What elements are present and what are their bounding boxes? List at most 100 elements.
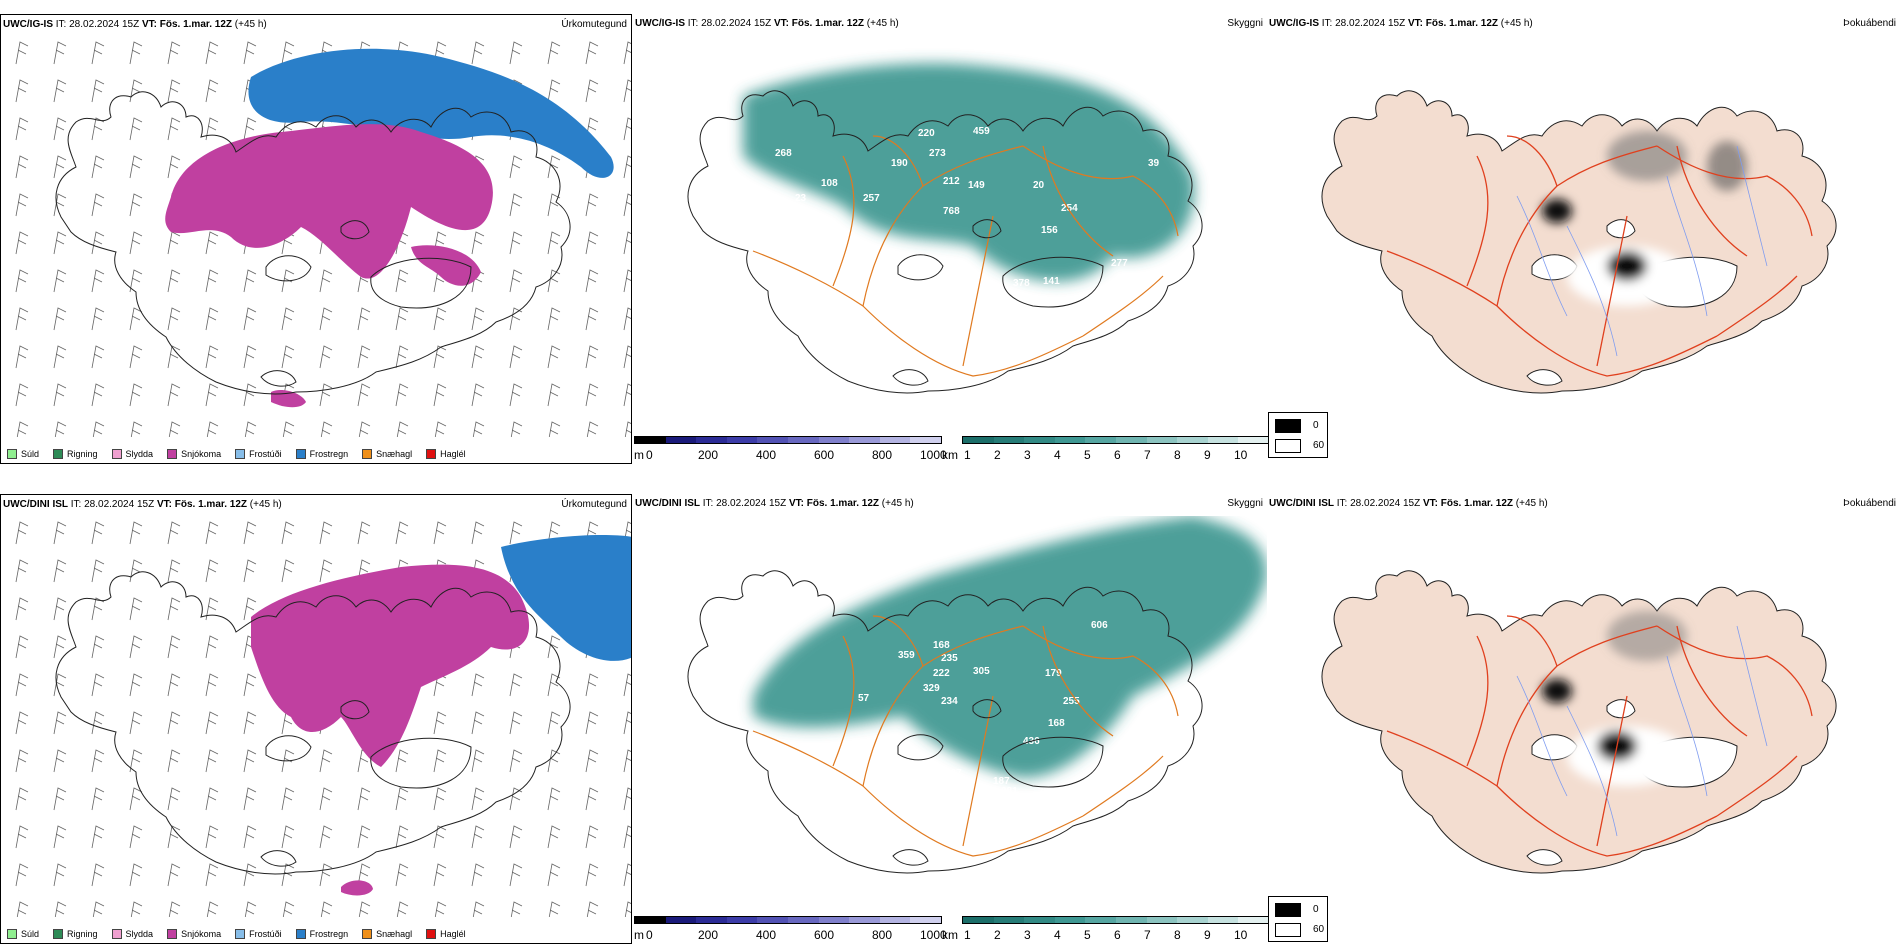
wind-barb: [53, 117, 67, 141]
wind-barb: [547, 269, 561, 293]
wind-barb: [281, 787, 295, 811]
wind-barb: [243, 863, 257, 887]
wind-barb: [396, 901, 409, 917]
wind-barb: [433, 307, 447, 331]
fog-patch: [1707, 141, 1747, 191]
fog-legend-top: 0 60: [1268, 412, 1328, 458]
visibility-value-label: 212: [943, 176, 960, 187]
panel-header: UWC/IG-IS IT: 28.02.2024 15Z VT: Fös. 1.…: [1269, 18, 1533, 29]
glacier-outline: [1526, 849, 1563, 866]
wind-barb: [547, 521, 561, 545]
visibility-value-label: 12: [885, 403, 897, 414]
fog-patch: [1542, 679, 1572, 703]
fog-patch: [1607, 611, 1687, 661]
wind-barb: [509, 673, 523, 697]
glacier-outline: [1606, 699, 1636, 719]
wind-barb: [91, 597, 105, 621]
wind-barb: [319, 825, 333, 849]
wind-barb: [91, 155, 105, 179]
wind-barb: [623, 117, 631, 141]
fog-patch: [1542, 199, 1572, 223]
fog-map: [1321, 570, 1837, 874]
wind-barb: [319, 749, 333, 773]
legend-swatch: [426, 449, 437, 459]
wind-barb: [281, 559, 295, 583]
wind-barb: [509, 193, 523, 217]
glacier-outline: [972, 699, 1002, 719]
wind-barb: [509, 521, 523, 545]
wind-barb: [433, 521, 447, 545]
wind-barb: [15, 787, 29, 811]
wind-barb: [205, 117, 219, 141]
wind-barb: [509, 787, 523, 811]
low-vis-area: [743, 63, 1195, 282]
visibility-value-label: 436: [1023, 736, 1040, 747]
panel-type-label: Skyggni: [1227, 18, 1263, 29]
glacier-outline: [972, 219, 1002, 239]
road-line: [1596, 695, 1628, 847]
wind-barb: [15, 383, 29, 407]
wind-barb: [623, 345, 631, 369]
legend-item: Slydda: [111, 449, 153, 459]
wind-barb: [130, 421, 143, 437]
road-line: [1042, 145, 1114, 257]
wind-barb: [357, 559, 371, 583]
legend-swatch: [295, 929, 306, 939]
iceland-land: [1321, 90, 1837, 394]
river-line: [1666, 175, 1708, 317]
wind-barb: [91, 825, 105, 849]
wind-barb: [129, 787, 143, 811]
wind-barb: [91, 269, 105, 293]
panel-type-label: Þokuábendi: [1843, 498, 1896, 509]
visibility-value-label: 220: [918, 128, 935, 139]
wind-barb: [243, 825, 257, 849]
wind-barb: [433, 749, 447, 773]
wind-barb: [509, 863, 523, 887]
rivers: [1516, 145, 1768, 357]
wind-barb: [129, 269, 143, 293]
wind-barb: [433, 345, 447, 369]
road-line: [1022, 145, 1179, 237]
snjokoma-patch: [411, 245, 481, 286]
wind-barb: [623, 193, 631, 217]
road-line: [752, 730, 1084, 857]
low-vis-area: [753, 516, 1267, 778]
fog-patch: [1607, 251, 1647, 281]
precip-legend: Súld Rigning Slydda Snjókoma Frostúði Frostre…: [7, 929, 466, 939]
road-line: [1466, 635, 1489, 767]
wind-barb: [205, 787, 219, 811]
wind-barb: [168, 901, 181, 917]
wind-barb: [358, 421, 371, 437]
roads: [1386, 135, 1813, 377]
wind-barb: [548, 421, 561, 437]
wind-barb: [205, 635, 219, 659]
panel-header: UWC/DINI ISL IT: 28.02.2024 15Z VT: Fös.…: [1269, 498, 1548, 509]
visibility-value-label: 235: [941, 653, 958, 664]
visibility-value-label: 156: [1041, 225, 1058, 236]
wind-barb: [243, 383, 257, 407]
iceland-outline: [55, 91, 571, 395]
wind-barb: [15, 117, 29, 141]
legend-item: Frostúði: [235, 929, 282, 939]
glacier-outline: [1606, 219, 1636, 239]
legend-swatch: [167, 449, 178, 459]
panel-type-label: Úrkomutegund: [561, 499, 627, 510]
glacier-outline: [370, 737, 472, 789]
legend-item: Snjókoma: [167, 449, 221, 459]
precip-map: [15, 41, 631, 437]
wind-barb: [205, 307, 219, 331]
wind-barb: [91, 41, 105, 65]
wind-barb: [167, 787, 181, 811]
legend-swatch: [53, 929, 64, 939]
road-line: [1656, 625, 1813, 717]
glacier-outline: [892, 369, 929, 386]
wind-barb: [471, 825, 485, 849]
iceland-outline: [687, 90, 1203, 394]
wind-barb: [16, 421, 29, 437]
wind-barb: [15, 635, 29, 659]
wind-barb: [319, 269, 333, 293]
wind-barb: [509, 307, 523, 331]
wind-barb: [395, 307, 409, 331]
wind-barb: [585, 825, 599, 849]
